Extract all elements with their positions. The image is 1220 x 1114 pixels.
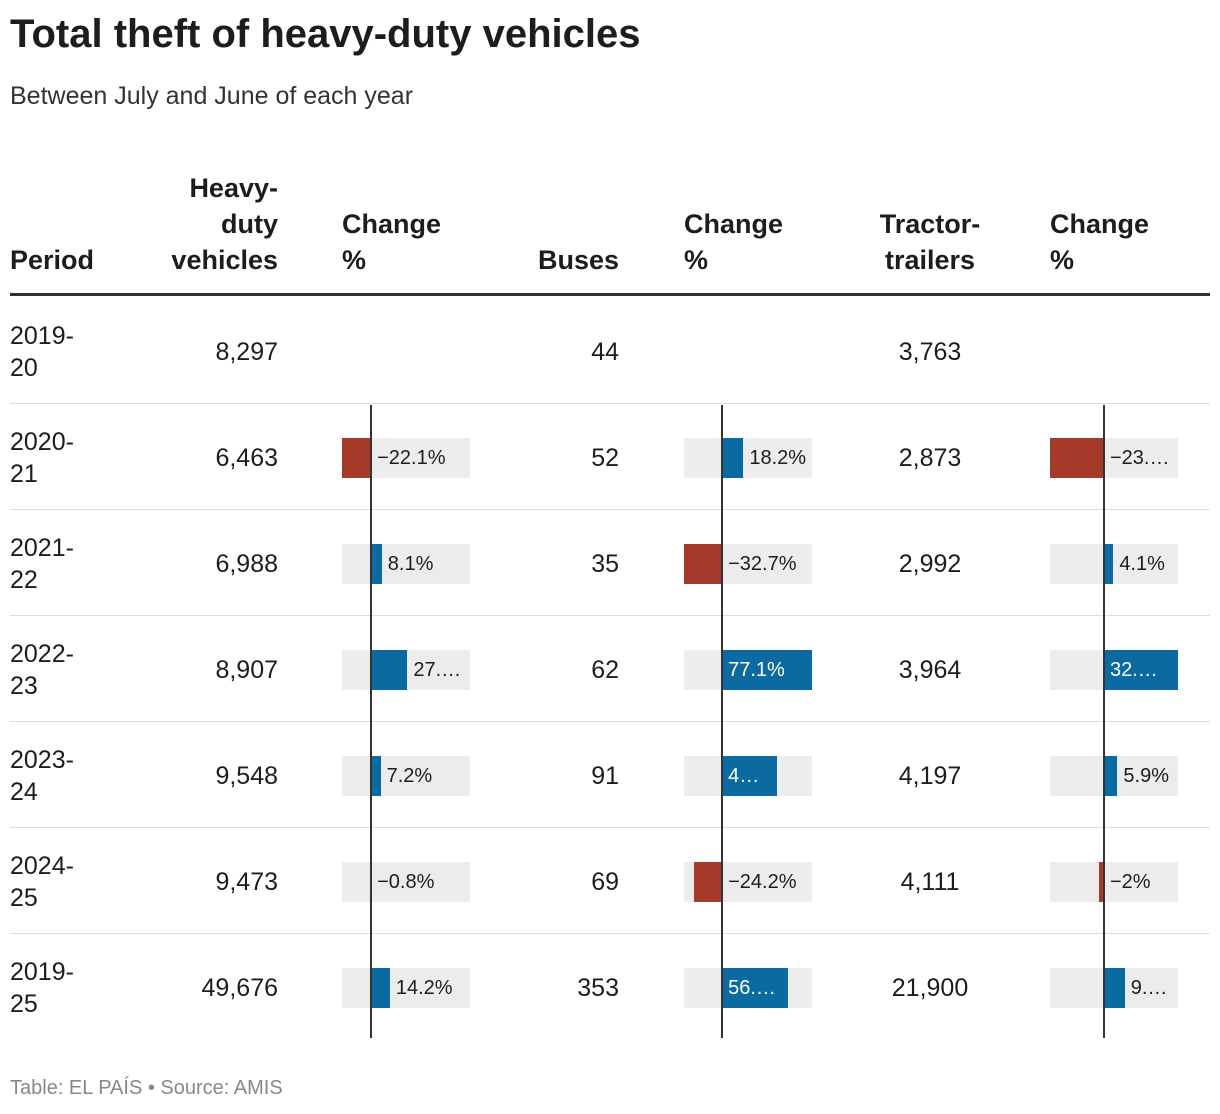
value-label: −0.8% <box>377 871 435 893</box>
period-cell: 2019-25 <box>10 958 74 1018</box>
bar <box>722 438 744 478</box>
bar-background <box>1050 544 1178 584</box>
bar <box>693 862 723 902</box>
value-label: 56.… <box>728 977 776 999</box>
column-header: Tractor-trailers <box>879 209 981 275</box>
bar <box>722 756 777 796</box>
value-label: 18.2% <box>749 447 807 469</box>
bar <box>1099 862 1104 902</box>
bar-background <box>342 756 470 796</box>
bar <box>1050 438 1104 478</box>
bar <box>1103 650 1178 690</box>
number-cell: 8,297 <box>215 338 278 366</box>
number-cell: 4,197 <box>898 762 962 790</box>
value-label: 4.1% <box>1119 553 1165 575</box>
value-label: 5.9% <box>1123 765 1169 787</box>
bar <box>1103 968 1125 1008</box>
period-cell: 2021-22 <box>10 534 74 594</box>
header-rule <box>10 293 1210 296</box>
period-cell: 2024-25 <box>10 852 74 912</box>
title: Total theft of heavy-duty vehicles <box>10 12 641 56</box>
number-cell: 6,463 <box>215 444 278 472</box>
value-label: 27.… <box>413 659 462 681</box>
bar-background <box>684 438 812 478</box>
column-header: Change % <box>1050 209 1150 275</box>
bar-background <box>342 544 470 584</box>
value-label: −2% <box>1109 871 1151 893</box>
bar <box>1103 756 1118 796</box>
column-header: Change % <box>342 209 442 275</box>
number-cell: 49,676 <box>201 974 278 1002</box>
number-cell: 52 <box>591 444 619 472</box>
bar <box>722 650 812 690</box>
row-rule <box>10 403 1210 404</box>
number-cell: 3,964 <box>898 656 962 684</box>
period-cell: 2023-24 <box>10 746 74 806</box>
bar <box>371 544 382 584</box>
value-label: −24.2% <box>728 871 797 893</box>
row-rule <box>10 721 1210 722</box>
column-header: Buses <box>537 245 619 275</box>
period-cell: 2019-20 <box>10 322 74 382</box>
value-label: −23.… <box>1109 447 1170 469</box>
row-rule <box>10 509 1210 510</box>
number-cell: 91 <box>591 762 619 790</box>
row-rule <box>10 827 1210 828</box>
period-cell: 2020-21 <box>10 428 74 488</box>
column-header: Change % <box>684 209 784 275</box>
value-label: 7.2% <box>386 765 433 787</box>
number-cell: 8,907 <box>215 656 278 684</box>
bar <box>722 968 788 1008</box>
bar <box>1103 544 1114 584</box>
zero-line <box>1102 405 1105 1038</box>
value-label: 32.… <box>1109 659 1158 681</box>
number-cell: 2,992 <box>898 550 962 578</box>
number-cell: 2,873 <box>898 444 962 472</box>
bar-background <box>342 968 470 1008</box>
value-label: −22.1% <box>377 447 446 469</box>
bar <box>371 650 408 690</box>
number-cell: 9,473 <box>215 868 278 896</box>
column-header: Period <box>10 245 95 275</box>
zero-line <box>721 405 724 1038</box>
footer: Table: EL PAÍS • Source: AMIS <box>10 1077 283 1099</box>
row-rule <box>10 933 1210 934</box>
bar <box>342 438 372 478</box>
column-header: Heavy-duty vehicles <box>171 173 278 275</box>
bar <box>371 968 390 1008</box>
bar-background <box>1050 862 1178 902</box>
value-label: 8.1% <box>387 553 434 575</box>
value-label: 4… <box>728 765 760 787</box>
number-cell: 6,988 <box>215 550 278 578</box>
bar-background <box>342 862 470 902</box>
number-cell: 62 <box>591 656 619 684</box>
value-label: −32.7% <box>728 553 797 575</box>
number-cell: 21,900 <box>891 974 969 1002</box>
value-label: 14.2% <box>395 977 453 999</box>
value-label: 9.… <box>1130 977 1168 999</box>
number-cell: 9,548 <box>215 762 278 790</box>
bar <box>371 756 381 796</box>
number-cell: 69 <box>591 868 619 896</box>
number-cell: 3,763 <box>898 338 962 366</box>
bar <box>684 544 723 584</box>
period-cell: 2022-23 <box>10 640 74 700</box>
number-cell: 44 <box>591 338 619 366</box>
zero-line <box>370 405 373 1038</box>
number-cell: 353 <box>577 974 619 1002</box>
number-cell: 4,111 <box>900 868 960 896</box>
subtitle: Between July and June of each year <box>10 82 414 110</box>
value-label: 77.1% <box>728 659 785 681</box>
number-cell: 35 <box>591 550 619 578</box>
row-rule <box>10 615 1210 616</box>
